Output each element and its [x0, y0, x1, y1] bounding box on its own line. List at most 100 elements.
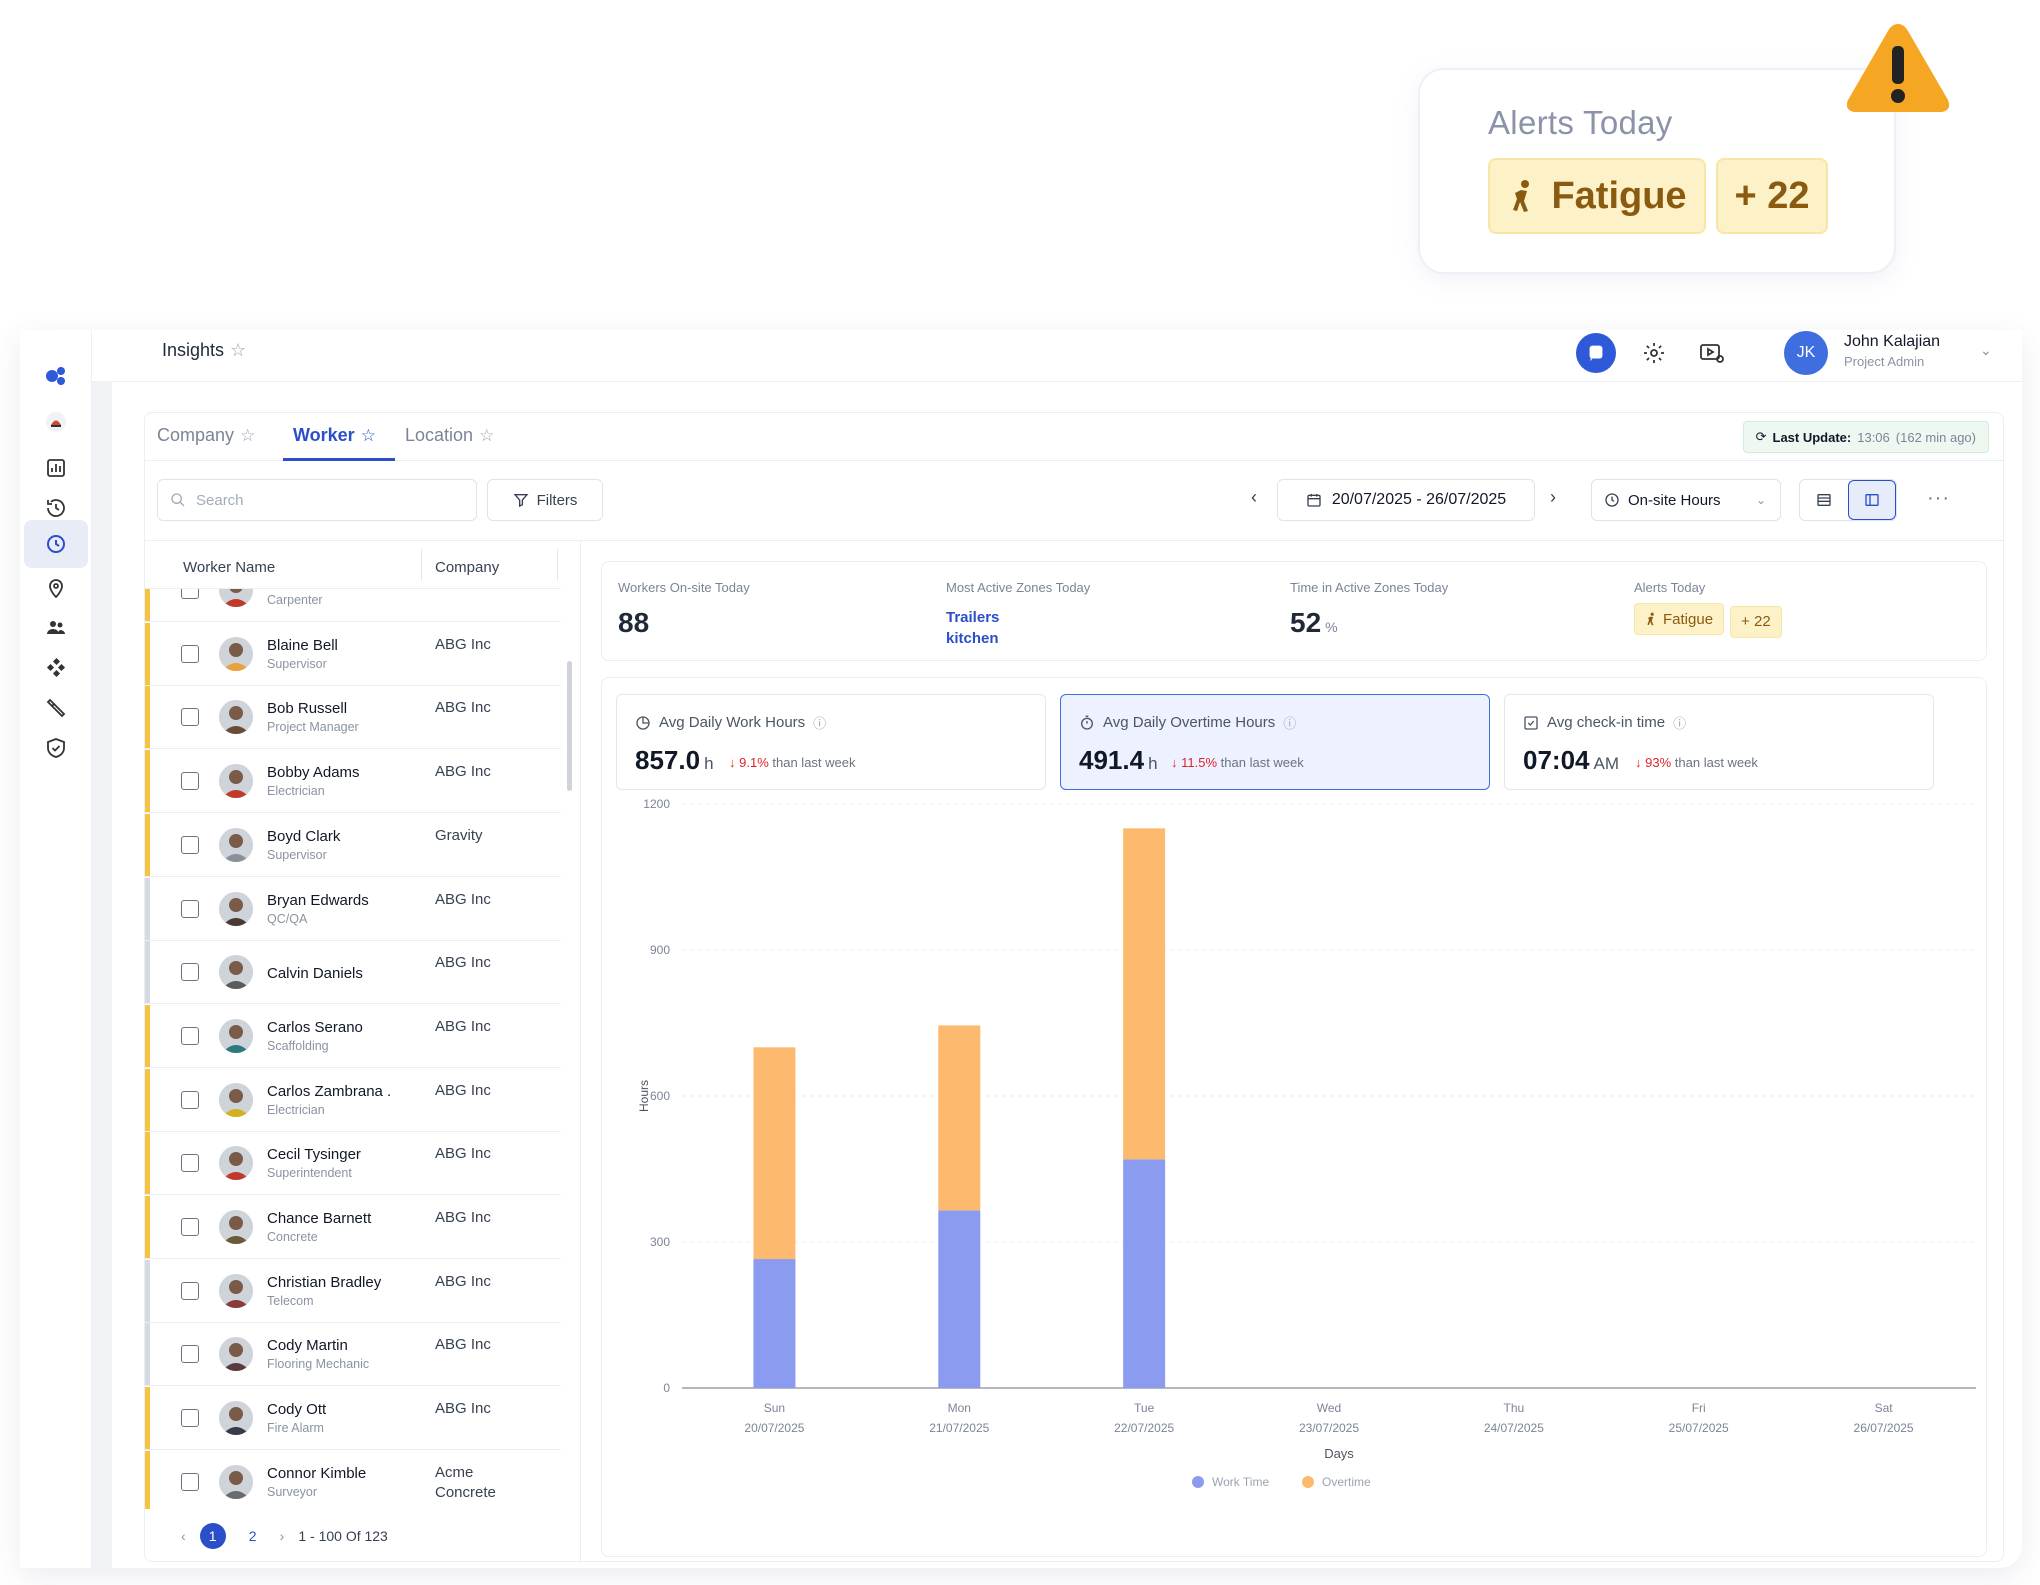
page-prev-icon[interactable]: ‹ — [181, 1528, 186, 1544]
tab-location[interactable]: Location ☆ — [405, 425, 494, 446]
worker-name[interactable]: Carlos Zambrana . — [267, 1082, 392, 1100]
video-settings-button[interactable] — [1692, 333, 1732, 373]
worker-name[interactable]: Benjamin Zuniga — [267, 589, 380, 590]
worker-name[interactable]: Carlos Serano — [267, 1018, 363, 1036]
page-1-button[interactable]: 1 — [199, 1523, 226, 1549]
table-row[interactable]: Bobby Adams Electrician ABG Inc — [145, 750, 561, 814]
settings-button[interactable] — [1634, 333, 1674, 373]
history-icon[interactable] — [36, 488, 76, 528]
table-row[interactable]: Cody Martin Flooring Mechanic ABG Inc — [145, 1323, 561, 1387]
search-input[interactable] — [196, 491, 456, 509]
active-zone-link[interactable]: kitchen — [946, 630, 999, 647]
active-zone-link[interactable]: Trailers — [946, 609, 1000, 626]
user-menu-chevron-icon[interactable]: ⌄ — [1980, 342, 1992, 358]
filters-button[interactable]: Filters — [487, 479, 603, 521]
row-checkbox[interactable] — [181, 589, 199, 599]
x-tick-day: Sat — [1875, 1401, 1894, 1415]
metric-select[interactable]: On-site Hours ⌄ — [1591, 479, 1781, 521]
table-row[interactable]: Blaine Bell Supervisor ABG Inc — [145, 622, 561, 686]
more-alerts-chip[interactable]: + 22 — [1730, 605, 1782, 638]
table-row[interactable]: Christian Bradley Telecom ABG Inc — [145, 1259, 561, 1323]
row-checkbox[interactable] — [181, 1409, 199, 1428]
user-name[interactable]: John Kalajian — [1844, 333, 1941, 350]
worker-name[interactable]: Christian Bradley — [267, 1273, 382, 1291]
table-row[interactable]: Bryan Edwards QC/QA ABG Inc — [145, 877, 561, 941]
table-row[interactable]: Cecil Tysinger Superintendent ABG Inc — [145, 1132, 561, 1196]
favorite-star-icon[interactable]: ☆ — [230, 340, 247, 360]
column-header-worker-name[interactable]: Worker Name — [183, 559, 276, 576]
row-checkbox[interactable] — [181, 708, 199, 727]
row-checkbox[interactable] — [181, 1472, 199, 1491]
row-checkbox[interactable] — [181, 1154, 199, 1173]
date-range-picker[interactable]: 20/07/2025 - 26/07/2025 — [1277, 479, 1535, 521]
table-row[interactable]: Carlos Zambrana . Electrician ABG Inc — [145, 1068, 561, 1132]
chat-button[interactable] — [1576, 333, 1616, 373]
tab-company[interactable]: Company ☆ — [157, 425, 255, 446]
tab-company-star-icon[interactable]: ☆ — [240, 426, 256, 445]
table-scrollbar[interactable] — [567, 661, 572, 791]
fatigue-alert-chip[interactable]: Fatigue — [1634, 603, 1725, 635]
fatigue-alert-chip[interactable]: Fatigue — [1488, 158, 1706, 234]
shield-icon[interactable] — [36, 728, 76, 768]
kpi-card-work-hours[interactable]: Avg Daily Work Hours ⓘ 857.0 h ↓ 9.1% than… — [616, 694, 1046, 790]
table-row[interactable]: Benjamin Zuniga Carpenter ABG Inc — [145, 589, 561, 622]
row-checkbox[interactable] — [181, 899, 199, 918]
more-alerts-chip[interactable]: + 22 — [1716, 158, 1828, 234]
more-options-icon[interactable]: ··· — [1927, 487, 1950, 509]
tab-worker[interactable]: Worker ☆ — [293, 425, 376, 446]
worker-role: Electrician — [267, 1102, 325, 1117]
worker-name[interactable]: Boyd Clark — [267, 827, 341, 845]
project-badge-icon[interactable] — [36, 402, 76, 442]
list-view-button[interactable] — [1800, 480, 1848, 520]
worker-name[interactable]: Cody Martin — [267, 1337, 348, 1355]
table-row[interactable]: Calvin Daniels ABG Inc — [145, 941, 561, 1005]
kpi-card-checkin-time[interactable]: Avg check-in time ⓘ 07:04 AM ↓ 93% than la… — [1504, 694, 1934, 790]
date-prev-chevron-icon[interactable]: ‹ — [1251, 487, 1257, 507]
row-checkbox[interactable] — [181, 835, 199, 854]
tab-worker-star-icon[interactable]: ☆ — [360, 426, 376, 445]
worker-name[interactable]: Calvin Daniels — [267, 965, 363, 983]
table-row[interactable]: Cody Ott Fire Alarm ABG Inc — [145, 1387, 561, 1451]
table-row[interactable]: Chance Barnett Concrete ABG Inc — [145, 1196, 561, 1259]
worker-name[interactable]: Cecil Tysinger — [267, 1146, 361, 1164]
worker-name[interactable]: Chance Barnett — [267, 1210, 372, 1227]
table-row[interactable]: Connor Kimble Surveyor Acme Concrete — [145, 1450, 561, 1509]
search-box[interactable] — [157, 479, 477, 521]
row-checkbox[interactable] — [181, 772, 199, 791]
worker-name[interactable]: Blaine Bell — [267, 636, 338, 654]
info-icon[interactable]: ⓘ — [813, 716, 827, 731]
app-logo-icon[interactable] — [36, 356, 76, 396]
info-icon[interactable]: ⓘ — [1283, 716, 1297, 731]
worker-name[interactable]: Cody Ott — [267, 1401, 327, 1419]
last-update-badge[interactable]: ⟳ Last Update: 13:06 (162 min ago) — [1742, 421, 1989, 453]
worker-name[interactable]: Bryan Edwards — [267, 891, 369, 909]
tab-location-star-icon[interactable]: ☆ — [479, 426, 495, 445]
column-header-company[interactable]: Company — [435, 559, 500, 576]
people-icon[interactable] — [36, 608, 76, 648]
row-checkbox[interactable] — [181, 1026, 199, 1045]
row-checkbox[interactable] — [181, 963, 199, 982]
insights-clock-icon[interactable] — [24, 520, 88, 568]
worker-name[interactable]: Bob Russell — [267, 700, 348, 718]
dashboard-icon[interactable] — [36, 448, 76, 488]
split-view-button[interactable] — [1847, 480, 1896, 520]
user-avatar[interactable]: JK — [1784, 331, 1828, 375]
page-2-button[interactable]: 2 — [248, 1528, 257, 1544]
worker-name[interactable]: Connor Kimble — [267, 1464, 367, 1482]
row-checkbox[interactable] — [181, 644, 199, 663]
info-icon[interactable]: ⓘ — [1673, 716, 1687, 731]
table-row[interactable]: Carlos Serano Scaffolding ABG Inc — [145, 1004, 561, 1068]
table-row[interactable]: Bob Russell Project Manager ABG Inc — [145, 686, 561, 750]
row-checkbox[interactable] — [181, 1090, 199, 1109]
row-checkbox[interactable] — [181, 1345, 199, 1364]
date-next-chevron-icon[interactable]: › — [1550, 487, 1556, 507]
worker-name[interactable]: Bobby Adams — [267, 764, 360, 782]
page-next-icon[interactable]: › — [279, 1528, 285, 1544]
row-checkbox[interactable] — [181, 1281, 199, 1300]
location-pin-icon[interactable] — [36, 568, 76, 608]
kpi-card-overtime-hours[interactable]: Avg Daily Overtime Hours ⓘ 491.4 h ↓ 11.5%… — [1060, 694, 1490, 790]
zones-icon[interactable] — [36, 648, 76, 688]
table-row[interactable]: Boyd Clark Supervisor Gravity — [145, 813, 561, 877]
row-checkbox[interactable] — [181, 1218, 199, 1236]
tools-icon[interactable] — [36, 688, 76, 728]
